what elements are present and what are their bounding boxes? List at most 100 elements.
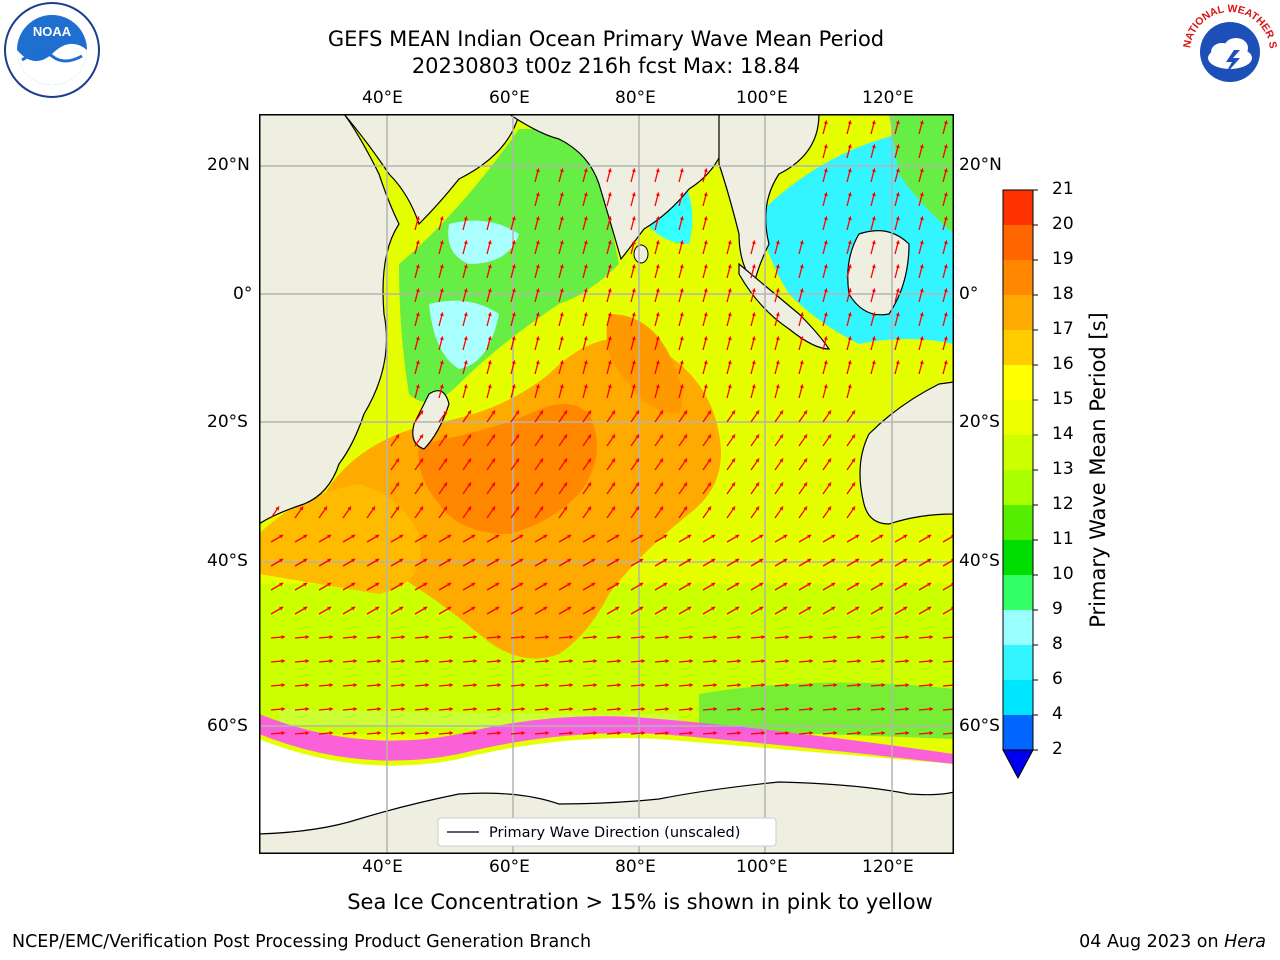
legend-label: Primary Wave Direction (unscaled) [489,825,740,841]
wave-arrow-head [847,120,852,125]
wave-arrow-head [687,606,692,611]
wave-arrow-head [617,682,621,688]
wave-arrow-head [895,144,900,149]
wave-arrow-head [679,336,684,341]
wave-arrow-head [663,582,668,587]
wave-arrow-head [687,582,692,587]
lat-tick-left-0: 0° [233,284,253,304]
wave-arrow-head [731,506,736,511]
wave-arrow-head [495,534,500,539]
wave-arrow-head [727,336,732,341]
wave-arrow-head [803,458,808,463]
wave-arrow-head [679,264,684,269]
wave-arrow-head [611,434,616,439]
wave-arrow-head [943,240,948,245]
wave-arrow-head [779,482,784,487]
wave-arrow-head [809,658,813,664]
wave-arrow-head [847,384,852,389]
wave-arrow-head [593,730,597,736]
wave-arrow-head [279,558,284,563]
wave-arrow-head [847,144,852,149]
wave-arrow-head [591,558,596,563]
wave-arrow-head [737,730,741,736]
wave-arrow-head [569,658,573,664]
wave-arrow-head [495,558,500,563]
wave-arrow-head [567,534,572,539]
wave-arrow-head [303,606,308,611]
wave-arrow-head [809,730,813,736]
wave-arrow-head [679,240,684,245]
wave-arrow-head [583,192,588,197]
wave-arrow-head [847,312,852,317]
colorbar-swatch [1003,190,1033,225]
wave-arrow-head [641,634,645,640]
wave-arrow-head [519,582,524,587]
wave-arrow-head [847,240,852,245]
wave-arrow-head [559,288,564,293]
wave-arrow-head [711,606,716,611]
wave-arrow-head [655,360,660,365]
wave-arrow-head [833,634,837,640]
footer-machine: Hera [1224,932,1266,952]
wave-arrow-head [591,606,596,611]
lon-tick-bottom-60e: 60°E [489,857,530,877]
wave-arrow-head [823,288,828,293]
wave-arrow-head [823,312,828,317]
wave-arrow-head [473,658,477,664]
colorbar-swatch [1003,330,1033,365]
wave-arrow-head [775,240,780,245]
wave-arrow-head [395,506,400,511]
wave-arrow-head [353,706,357,712]
wave-arrow-head [775,288,780,293]
wave-arrow-head [731,458,736,463]
wave-arrow-head [775,312,780,317]
wave-arrow-head [855,534,860,539]
wave-arrow-head [563,482,568,487]
wave-arrow-head [591,582,596,587]
wave-arrow-head [497,706,501,712]
wave-arrow-head [587,410,592,415]
wave-arrow-head [703,216,708,221]
india-land [507,114,730,261]
wave-arrow-head [497,658,501,664]
wave-arrow-head [511,264,516,269]
wave-arrow-head [607,312,612,317]
wave-arrow-head [871,120,876,125]
colorbar-swatch [1003,365,1033,400]
wave-arrow-head [401,730,405,736]
wave-arrow-head [415,360,420,365]
wave-arrow-head [857,634,861,640]
colorbar-level-label: 16 [1052,354,1074,374]
wave-arrow-head [755,482,760,487]
footer-credit: NCEP/EMC/Verification Post Processing Pr… [12,932,592,952]
wave-arrow-head [487,384,492,389]
wave-arrow-head [559,192,564,197]
wave-arrow-head [761,682,765,688]
wave-arrow-head [639,558,644,563]
wave-arrow-head [919,192,924,197]
wave-arrow-head [799,288,804,293]
wave-arrow-head [535,240,540,245]
wave-arrow-head [617,730,621,736]
wave-arrow-head [659,506,664,511]
wave-arrow-head [375,582,380,587]
wave-arrow-head [631,264,636,269]
wave-arrow-head [281,730,285,736]
wave-arrow-head [807,558,812,563]
wave-arrow-head [399,582,404,587]
wave-arrow-head [827,410,832,415]
colorbar-level-label: 4 [1052,704,1063,724]
wave-arrow-head [443,482,448,487]
wave-arrow-head [607,336,612,341]
wave-arrow-head [727,240,732,245]
lon-tick-bottom-40e: 40°E [362,857,403,877]
wave-arrow-head [713,658,717,664]
wave-arrow-head [377,730,381,736]
wave-arrow-head [569,730,573,736]
wave-arrow-head [823,192,828,197]
wave-arrow-head [631,360,636,365]
wave-arrow-head [785,730,789,736]
wave-arrow-head [347,506,352,511]
wave-arrow-head [803,506,808,511]
wave-arrow-head [463,312,468,317]
